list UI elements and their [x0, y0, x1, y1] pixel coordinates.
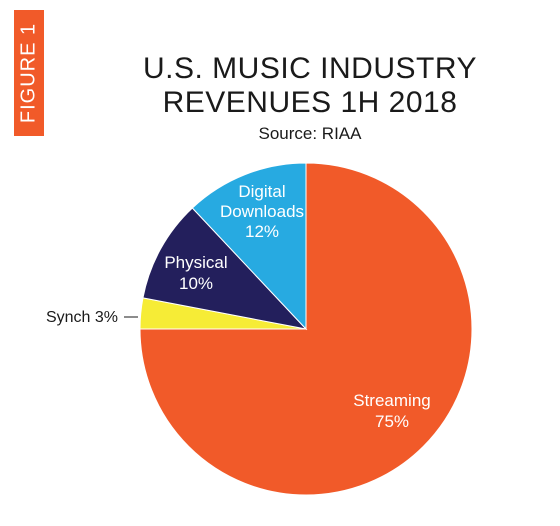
- slice-label-synch-line: Synch 3%: [46, 309, 118, 326]
- slice-label-streaming-line: Streaming: [353, 391, 430, 410]
- slice-label-synch: Synch 3%: [46, 309, 118, 326]
- slice-label-digital-downloads-line: Digital: [238, 182, 285, 201]
- pie-slice-digital-downloads: [191, 162, 307, 331]
- slice-label-digital-downloads-line: 12%: [245, 222, 279, 241]
- slice-label-physical-line: Physical: [164, 253, 227, 272]
- slice-label-streaming: Streaming 75%: [353, 391, 430, 431]
- slice-label-physical-line: 10%: [179, 274, 213, 293]
- chart-title-line2: REVENUES 1H 2018: [162, 86, 458, 119]
- slice-label-digital-downloads: Digital Downloads 12%: [220, 182, 304, 241]
- slice-label-digital-downloads-line: Downloads: [220, 202, 304, 221]
- figure-badge: FIGURE 1: [14, 10, 44, 136]
- slice-label-streaming-line: 75%: [375, 412, 409, 431]
- pie-slice-physical: [142, 207, 308, 330]
- pie-slice-streaming: [139, 162, 473, 496]
- slice-label-physical: Physical 10%: [164, 253, 227, 293]
- chart-subtitle: Source: RIAA: [258, 124, 362, 143]
- chart-title-line1: U.S. MUSIC INDUSTRY: [143, 52, 477, 85]
